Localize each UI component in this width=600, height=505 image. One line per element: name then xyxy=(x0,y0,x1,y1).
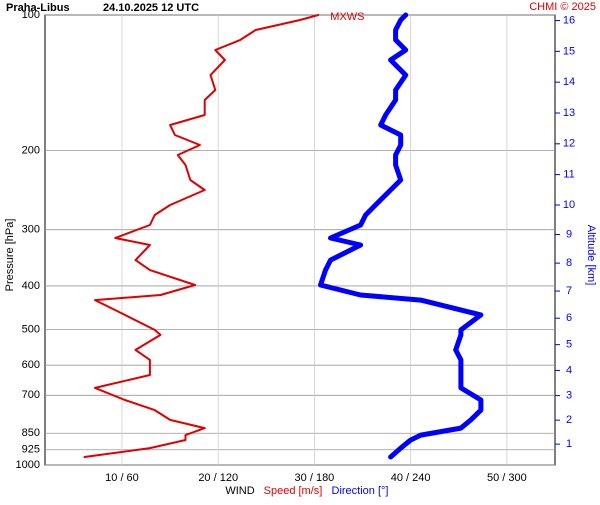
wind-profile-line xyxy=(318,12,484,460)
y2-tick-label: 3 xyxy=(566,390,572,402)
legend-label: Direction [°] xyxy=(332,485,389,497)
legend-label: Speed [m/s] xyxy=(264,485,323,497)
annotation: MXWS xyxy=(330,11,364,23)
y2-tick-label: 5 xyxy=(566,339,572,351)
x-tick-label: 30 / 180 xyxy=(295,472,335,484)
y-tick-label: 200 xyxy=(22,144,40,156)
y2-tick-label: 16 xyxy=(563,14,575,26)
y2-tick-label: 7 xyxy=(566,285,572,297)
y2-tick-label: 13 xyxy=(563,107,575,119)
y2-tick-label: 1 xyxy=(566,438,572,450)
y2-axis-title: Altitude [km] xyxy=(585,225,597,286)
y2-tick-label: 11 xyxy=(563,169,574,181)
y-tick-label: 300 xyxy=(22,224,40,236)
credit: CHMI © 2025 xyxy=(529,1,596,13)
y2-tick-label: 9 xyxy=(566,228,572,240)
x-tick-label: 20 / 120 xyxy=(198,472,238,484)
y-tick-label: 400 xyxy=(22,280,40,292)
y2-tick-label: 2 xyxy=(566,414,572,426)
x-tick-label: 10 / 60 xyxy=(105,472,139,484)
y-axis-title: Pressure [hPa] xyxy=(4,219,16,292)
y-tick-label: 700 xyxy=(22,389,40,401)
x-tick-label: 50 / 300 xyxy=(487,472,527,484)
y2-tick-label: 10 xyxy=(563,199,575,211)
y2-tick-label: 4 xyxy=(566,364,572,376)
y-tick-label: 600 xyxy=(22,359,40,371)
y-tick-label: 500 xyxy=(22,323,40,335)
y2-tick-label: 15 xyxy=(563,45,575,57)
y2-tick-label: 6 xyxy=(566,312,572,324)
y2-tick-label: 8 xyxy=(566,257,572,269)
y-tick-label: 1000 xyxy=(16,459,40,471)
chart-subtitle: 24.10.2025 12 UTC xyxy=(103,2,199,14)
y2-tick-label: 12 xyxy=(563,138,575,150)
y-tick-label: 925 xyxy=(22,444,40,456)
x-tick-label: 40 / 240 xyxy=(391,472,431,484)
y-tick-label: 850 xyxy=(22,427,40,439)
wind-profile-line xyxy=(83,14,320,458)
y-tick-label: 100 xyxy=(22,9,40,21)
y2-tick-label: 14 xyxy=(563,76,575,88)
station-title: Praha-Libus xyxy=(6,2,70,14)
x-axis-title: WIND xyxy=(225,485,254,497)
